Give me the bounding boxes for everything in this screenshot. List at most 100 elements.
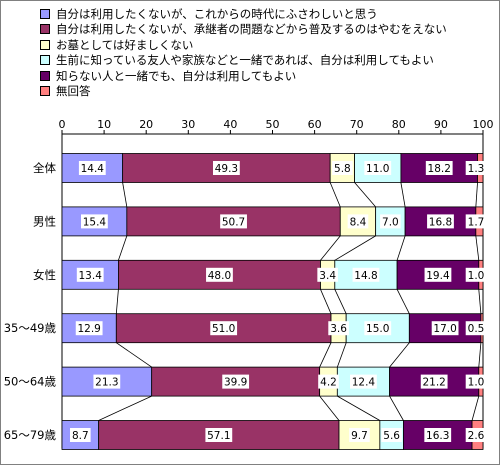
- legend-swatch: [40, 24, 50, 35]
- data-label: 1.3: [468, 163, 485, 175]
- data-label: 11.0: [366, 163, 389, 175]
- data-label-background: [210, 321, 238, 336]
- legend-label: 自分は利用したくないが、承継者の問題などから普及するのはやむをえない: [56, 22, 447, 37]
- data-label: 8.7: [72, 430, 89, 442]
- x-tick-label: 0: [59, 118, 66, 131]
- data-label-background: [213, 161, 240, 175]
- data-label: 12.4: [352, 377, 376, 389]
- series-connector-line: [354, 182, 376, 208]
- data-label-background: [465, 161, 487, 175]
- data-label-background: [465, 267, 487, 282]
- legend-swatch: [40, 70, 50, 81]
- legend-label: お墓としては好ましくない: [56, 37, 194, 52]
- series-connector-line: [475, 235, 480, 261]
- x-tick-label: 90: [434, 118, 448, 131]
- data-label-background: [222, 374, 250, 389]
- category-label: 35～49歳: [4, 321, 57, 335]
- data-label-background: [465, 428, 487, 442]
- series-connector-line: [337, 395, 381, 421]
- data-label: 16.3: [426, 430, 449, 442]
- data-label: 13.4: [79, 270, 103, 282]
- legend-item: 自分は利用したくないが、承継者の問題などから普及するのはやむをえない: [40, 22, 447, 38]
- data-label-background: [349, 428, 370, 442]
- series-connector-line: [400, 182, 406, 207]
- data-label-background: [328, 321, 349, 336]
- data-label: 12.9: [77, 323, 100, 335]
- data-label: 1.7: [468, 216, 485, 228]
- data-label: 49.3: [215, 163, 238, 175]
- series-connector-line: [115, 289, 119, 314]
- series-connector-line: [396, 235, 406, 261]
- x-tick-label: 10: [97, 118, 111, 131]
- data-label: 8.4: [350, 216, 367, 228]
- x-tick-label: 30: [181, 118, 195, 131]
- series-connector-line: [334, 235, 376, 261]
- series-connector-line: [334, 289, 347, 314]
- data-label: 19.4: [426, 270, 450, 282]
- data-label: 3.6: [330, 323, 347, 335]
- data-label: 17.0: [433, 323, 456, 335]
- data-label-background: [317, 267, 338, 282]
- data-label-background: [420, 374, 448, 389]
- data-label-background: [75, 321, 103, 336]
- data-label: 21.3: [95, 377, 118, 389]
- data-label: 2.6: [468, 430, 485, 442]
- data-label-background: [76, 267, 104, 282]
- data-label-background: [78, 161, 106, 175]
- series-connector-line: [320, 235, 341, 261]
- data-label: 1.0: [468, 377, 485, 389]
- bar-segment: [396, 259, 480, 290]
- x-tick-label: 40: [223, 118, 237, 131]
- data-label-background: [425, 161, 453, 175]
- data-label: 21.2: [422, 377, 445, 389]
- data-label-background: [205, 428, 233, 442]
- data-label: 51.0: [212, 323, 235, 335]
- category-label: 女性: [33, 268, 56, 282]
- series-connector-line: [475, 182, 478, 207]
- legend-label: 生前に知っている友人や家族などと一緒であれば、自分は利用してもよい: [56, 53, 434, 68]
- series-connector-line: [471, 395, 480, 421]
- data-label-background: [220, 214, 247, 229]
- data-label-background: [427, 214, 454, 229]
- legend-swatch: [40, 39, 50, 50]
- legend-swatch: [40, 86, 50, 97]
- data-label: 14.4: [81, 163, 105, 175]
- data-label: 15.4: [83, 216, 107, 228]
- data-label: 57.1: [207, 430, 230, 442]
- series-connector-line: [98, 395, 152, 421]
- data-label: 14.8: [354, 270, 377, 282]
- data-label-background: [431, 321, 459, 336]
- series-connector-line: [319, 395, 340, 421]
- series-connector-line: [336, 342, 347, 368]
- data-label-background: [465, 321, 487, 336]
- data-label: 39.9: [224, 377, 247, 389]
- data-label-background: [70, 428, 91, 442]
- x-tick-label: 20: [139, 118, 153, 131]
- data-label-background: [93, 374, 121, 389]
- data-label: 3.4: [319, 270, 336, 282]
- category-label: 男性: [33, 214, 56, 228]
- data-label-background: [352, 267, 380, 282]
- legend-item: 無回答: [40, 84, 447, 100]
- series-connector-line: [396, 289, 410, 314]
- data-label-background: [424, 267, 452, 282]
- legend-item: 知らない人と一緒でも、自分は利用してもよい: [40, 68, 447, 84]
- series-connector-line: [122, 182, 128, 207]
- series-connector-line: [478, 289, 482, 314]
- data-label: 0.5: [468, 323, 485, 335]
- data-label-background: [81, 214, 108, 229]
- legend-swatch: [40, 55, 50, 66]
- data-label-background: [347, 214, 369, 229]
- series-connector-line: [320, 289, 332, 314]
- data-label-background: [332, 161, 353, 175]
- category-label: 65～79歳: [4, 428, 57, 442]
- data-label: 18.2: [428, 163, 451, 175]
- data-label-background: [364, 321, 392, 336]
- data-label-background: [465, 214, 487, 229]
- data-label-background: [380, 214, 401, 229]
- data-label-background: [364, 161, 392, 175]
- data-label-background: [381, 428, 402, 442]
- x-tick-label: 60: [308, 118, 322, 131]
- data-label-background: [318, 374, 339, 389]
